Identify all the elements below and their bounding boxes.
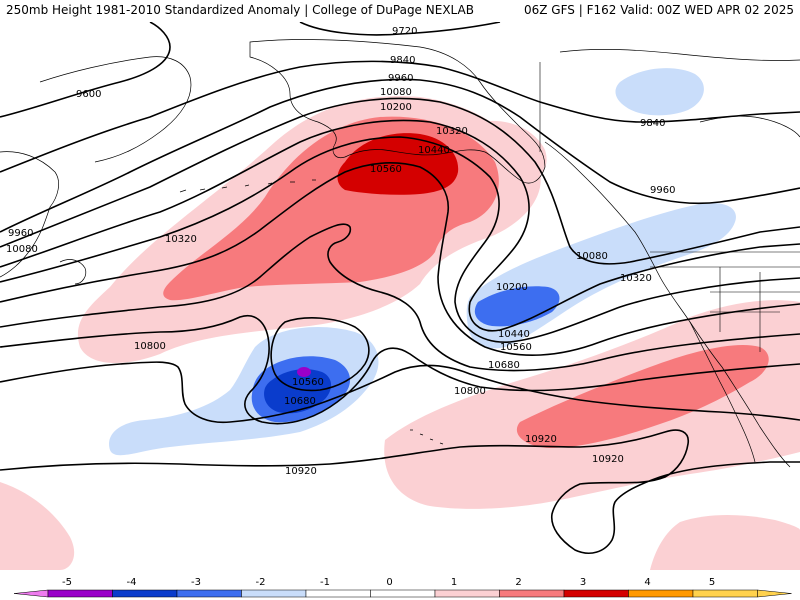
contour-10800	[0, 361, 800, 424]
contour-label: 10440	[418, 145, 450, 156]
colorbar-segment	[112, 589, 178, 598]
contour-label: 9960	[388, 73, 413, 84]
colorbar-segment	[305, 589, 371, 598]
color-scale-legend: -5 -4 -3 -2 -1 0 1 2 3 4 5	[13, 577, 792, 598]
colorbar-tick-label: -3	[191, 577, 201, 588]
shade-pos3-core	[337, 133, 459, 195]
contour-10440	[0, 162, 800, 356]
colorbar-tick-label: 4	[644, 577, 650, 588]
shade-neg4-west	[297, 367, 311, 377]
contour-label: 10680	[284, 396, 316, 407]
contour-label: 9720	[392, 26, 417, 37]
contour-label: 10080	[576, 251, 608, 262]
contour-label: 9840	[390, 55, 415, 66]
shade-pos1-east	[479, 120, 547, 179]
contour-label: 9960	[8, 228, 33, 239]
contour-label: 10560	[292, 377, 324, 388]
contour-10680	[0, 315, 800, 425]
colorbar-segment	[241, 589, 307, 598]
contour-9960	[0, 78, 800, 233]
shade-neg1-north	[615, 68, 704, 116]
colorbar-segment	[176, 589, 242, 598]
shade-pos1-se	[650, 515, 800, 570]
colorbar-tick-label: -4	[127, 577, 137, 588]
map-title: 250mb Height 1981-2010 Standardized Anom…	[6, 3, 474, 17]
contour-10200	[0, 119, 800, 332]
colorbar-tick-label: -5	[62, 577, 72, 588]
contour-labels: 9720 9600 9840 9840 9960 9960 9960 10080…	[6, 26, 675, 477]
contour-10080	[0, 97, 800, 265]
contour-label: 10680	[488, 360, 520, 371]
colorbar-tick-label: 5	[709, 577, 715, 588]
contour-10920	[0, 429, 800, 554]
contour-label: 10920	[285, 466, 317, 477]
anomaly-map: 9720 9600 9840 9840 9960 9960 9960 10080…	[0, 22, 800, 570]
contour-label: 9960	[650, 185, 675, 196]
contour-10560	[0, 223, 800, 372]
contour-label: 10800	[454, 386, 486, 397]
shade-pos2-subtrop	[516, 344, 769, 448]
contour-label: 10920	[592, 454, 624, 465]
colorbar-segment	[434, 589, 500, 598]
anomaly-shading	[0, 68, 800, 570]
colorbar-tick-label: -1	[320, 577, 330, 588]
colorbar-segment	[628, 589, 694, 598]
colorbar-segment	[47, 589, 113, 598]
contour-label: 10320	[620, 273, 652, 284]
colorbar-arrow-low	[13, 589, 49, 598]
contour-label: 9840	[640, 118, 665, 129]
colorbar-segment	[370, 589, 436, 598]
contour-label: 10200	[496, 282, 528, 293]
colorbar-arrow-high	[757, 589, 792, 598]
contour-label: 10920	[525, 434, 557, 445]
contour-label: 10800	[134, 341, 166, 352]
contour-10680-inner	[270, 317, 370, 392]
contour-label: 10560	[500, 342, 532, 353]
shade-neg2-east	[474, 286, 560, 327]
colorbar-tick-label: 3	[580, 577, 586, 588]
model-run-info: 06Z GFS | F162 Valid: 00Z WED APR 02 202…	[523, 3, 794, 17]
colorbar-tick-label: -2	[256, 577, 266, 588]
shade-pos1-sw	[0, 482, 75, 570]
contour-label: 10440	[498, 329, 530, 340]
contour-label: 10200	[380, 102, 412, 113]
contour-label: 9600	[76, 89, 101, 100]
contour-9600	[0, 22, 171, 118]
title-bar: 250mb Height 1981-2010 Standardized Anom…	[0, 0, 800, 22]
colorbar-tick-label: 0	[386, 577, 392, 588]
colorbar-segment	[563, 589, 629, 598]
colorbar-tick-label: 2	[515, 577, 521, 588]
contour-label: 10320	[165, 234, 197, 245]
coastlines	[0, 39, 800, 468]
contour-9840	[0, 60, 800, 173]
height-contours	[0, 22, 800, 554]
contour-label: 10080	[380, 87, 412, 98]
colorbar-segment	[692, 589, 758, 598]
contour-label: 10560	[370, 164, 402, 175]
colorbar-segment	[499, 589, 565, 598]
contour-label: 10320	[436, 126, 468, 137]
contour-9720	[299, 22, 501, 36]
contour-label: 10080	[6, 244, 38, 255]
contour-10320	[0, 136, 800, 343]
colorbar-tick-label: 1	[451, 577, 457, 588]
